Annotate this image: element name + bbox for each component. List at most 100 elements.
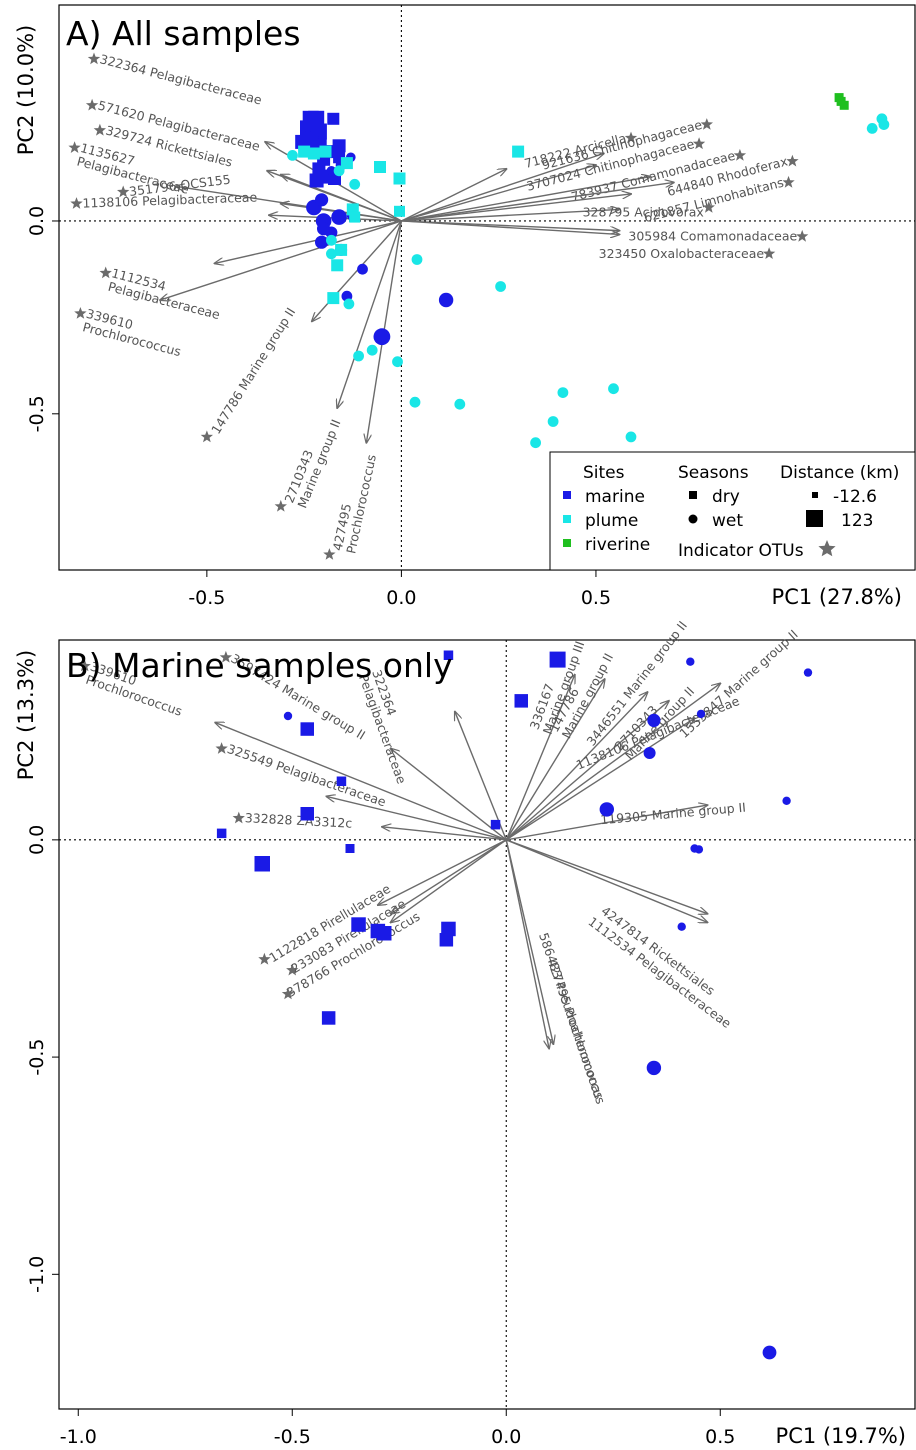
indicator-otu-b-5: 336167Marine group III [505, 639, 587, 841]
sample-point-wet-marine [762, 1345, 777, 1360]
otu-arrow [401, 209, 619, 222]
otu-label: 332828 ZA3312c [244, 810, 352, 831]
panel-b-x-axis: -1.0 -0.5 0.0 0.5 [60, 1409, 735, 1448]
otu-arrow [505, 692, 647, 841]
legend-distance-large-square [806, 510, 823, 527]
x-tick-label: -1.0 [60, 1426, 97, 1448]
sample-point-dry-marine [549, 651, 566, 668]
legend-indicator-star-icon [818, 540, 836, 557]
otu-label-line: 332828 ZA3312c [244, 810, 352, 831]
otu-label-line: 1138106 Pelagibacteraceae [82, 189, 257, 210]
sample-point-dry-marine [377, 926, 392, 941]
sample-point-wet-marine [696, 709, 706, 719]
panel-b-title: B) Marine samples only [66, 646, 453, 685]
legend-marine-swatch [563, 491, 571, 499]
panel-a-y-axis: -0.5 0.0 [26, 206, 59, 432]
otu-arrow [391, 749, 507, 841]
otu-arrow [215, 723, 507, 841]
sample-point-wet-marine [283, 711, 293, 721]
sample-point-wet-plume [353, 350, 364, 362]
indicator-star-icon [786, 154, 799, 167]
sample-point-wet-marine [373, 328, 391, 346]
otu-label-line: Prochlorococcus [343, 453, 379, 555]
panel-a-x-axis-title: PC1 (27.8%) [772, 585, 902, 609]
sample-point-dry-marine [300, 807, 314, 821]
otu-label: 119305 Marine group II [600, 799, 747, 827]
otu-label: 323450 Oxalobacteraceae [599, 245, 765, 260]
sample-point-wet-plume [530, 437, 541, 449]
indicator-star-icon [692, 137, 706, 150]
sample-point-wet-plume [409, 396, 421, 408]
sample-point-wet-plume [326, 234, 337, 246]
sample-point-wet-plume [547, 416, 559, 427]
indicator-otu-b-15: 427495 Prochlorococcus [505, 839, 609, 1106]
indicator-star-icon [323, 548, 336, 560]
sample-point-wet-marine [315, 193, 329, 207]
otu-arrow [505, 701, 669, 841]
otu-label: 427495Prochlorococcus [329, 450, 378, 555]
sample-point-dry-marine [514, 694, 528, 708]
sample-point-dry-plume [512, 145, 525, 158]
otu-arrow [401, 153, 603, 222]
indicator-otu-b-12: 4247814 Rickettsiales [506, 839, 718, 998]
otu-arrow [401, 177, 650, 222]
x-tick-label: 0.0 [386, 587, 416, 609]
sample-point-dry-plume [394, 205, 405, 217]
sample-point-wet-plume [392, 356, 403, 368]
sample-point-wet-plume [326, 248, 337, 260]
x-tick-label: -0.5 [188, 587, 225, 609]
indicator-star-icon [215, 742, 228, 754]
legend-distance-title: Distance (km) [780, 463, 899, 483]
indicator-star-icon [702, 201, 715, 213]
legend-distance-min-label: -12.6 [833, 487, 877, 507]
sample-point-wet-plume [411, 254, 423, 265]
panel-b-y-axis: -1.0 -0.5 0.0 [26, 825, 59, 1293]
otu-label: 339610Prochlorococcus [81, 305, 186, 358]
indicator-star-icon [232, 811, 245, 824]
sample-point-wet-marine [599, 802, 614, 817]
sample-point-wet-marine [643, 747, 656, 759]
sample-point-wet-plume [557, 387, 569, 398]
otu-arrow [455, 712, 507, 841]
otu-arrow [215, 220, 402, 263]
legend: Sites marine plume riverine Seasons dry … [549, 451, 916, 571]
otu-label: 147786 Marine group II [208, 305, 298, 437]
sample-point-dry-marine [300, 722, 314, 736]
legend-wet-circle [688, 514, 698, 524]
y-tick-label: 0.0 [26, 825, 48, 855]
sample-point-dry-marine [321, 1011, 336, 1025]
indicator-otu-b-18: 378766 Prochlorococcus [281, 839, 507, 1000]
legend-riverine-label: riverine [585, 535, 650, 555]
otu-label-line: 427495 Prochlorococcus [545, 957, 609, 1106]
legend-dry-label: dry [712, 487, 740, 507]
otu-label: 322364 Pelagibacteraceae [98, 51, 264, 107]
panel-b-plot-area: 339610Prochlorococcus 3597424 Marine grou… [59, 618, 915, 1409]
indicator-star-icon [762, 247, 776, 259]
sample-point-wet-plume [454, 398, 466, 410]
indicator-star-icon [68, 141, 81, 153]
sample-point-wet-marine [357, 263, 368, 275]
otu-arrow [401, 182, 673, 222]
indicator-star-icon [93, 123, 106, 136]
indicator-star-icon [74, 307, 87, 319]
sample-point-dry-plume [393, 172, 406, 185]
sample-point-dry-marine [327, 112, 340, 125]
indicator-star-icon [70, 197, 83, 209]
otu-arrow [391, 839, 507, 923]
sample-point-wet-marine [315, 235, 329, 249]
indicator-otu-b-16: 1122818 Pirellulaceae [258, 839, 507, 965]
legend-marine-label: marine [585, 487, 645, 507]
otu-label-line: 119305 Marine group II [600, 799, 747, 827]
sample-point-wet-marine [694, 845, 704, 854]
otu-arrow [401, 194, 631, 222]
sample-point-dry-plume [298, 145, 311, 158]
indicator-star-icon [219, 650, 233, 663]
sample-point-wet-plume [343, 298, 355, 310]
y-tick-label: -0.5 [26, 1039, 48, 1076]
indicator-star-icon [796, 229, 809, 242]
otu-label-line: 4247814 Rickettsiales [599, 903, 718, 998]
indicator-star-icon [281, 987, 295, 1000]
sample-point-wet-plume [287, 150, 298, 161]
panel-b-frame [58, 639, 916, 1410]
sample-point-dry-marine [254, 856, 270, 872]
